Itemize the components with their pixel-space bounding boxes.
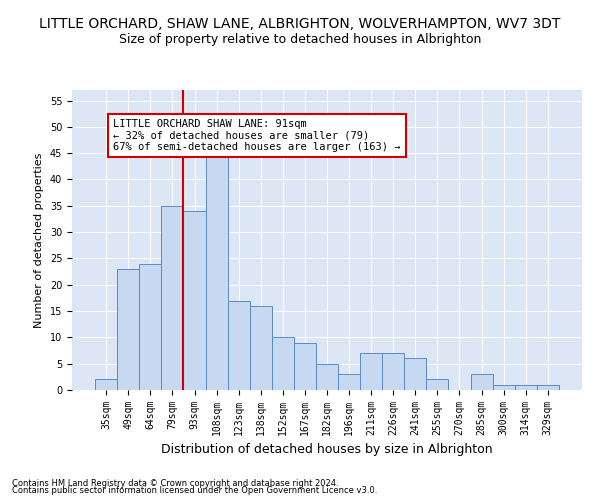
Bar [272, 338, 294, 390]
Bar [493, 384, 515, 390]
Bar [537, 384, 559, 390]
Bar [139, 264, 161, 390]
X-axis label: Distribution of detached houses by size in Albrighton: Distribution of detached houses by size … [161, 444, 493, 456]
Bar [294, 342, 316, 390]
Bar [404, 358, 427, 390]
Bar [184, 211, 206, 390]
Bar [382, 353, 404, 390]
Text: Contains public sector information licensed under the Open Government Licence v3: Contains public sector information licen… [12, 486, 377, 495]
Bar [427, 380, 448, 390]
Bar [316, 364, 338, 390]
Bar [515, 384, 537, 390]
Bar [360, 353, 382, 390]
Bar [227, 300, 250, 390]
Bar [470, 374, 493, 390]
Text: Contains HM Land Registry data © Crown copyright and database right 2024.: Contains HM Land Registry data © Crown c… [12, 478, 338, 488]
Text: LITTLE ORCHARD, SHAW LANE, ALBRIGHTON, WOLVERHAMPTON, WV7 3DT: LITTLE ORCHARD, SHAW LANE, ALBRIGHTON, W… [40, 18, 560, 32]
Bar [117, 269, 139, 390]
Y-axis label: Number of detached properties: Number of detached properties [34, 152, 44, 328]
Bar [95, 380, 117, 390]
Bar [250, 306, 272, 390]
Bar [338, 374, 360, 390]
Text: LITTLE ORCHARD SHAW LANE: 91sqm
← 32% of detached houses are smaller (79)
67% of: LITTLE ORCHARD SHAW LANE: 91sqm ← 32% of… [113, 119, 400, 152]
Bar [161, 206, 184, 390]
Bar [206, 148, 227, 390]
Text: Size of property relative to detached houses in Albrighton: Size of property relative to detached ho… [119, 32, 481, 46]
